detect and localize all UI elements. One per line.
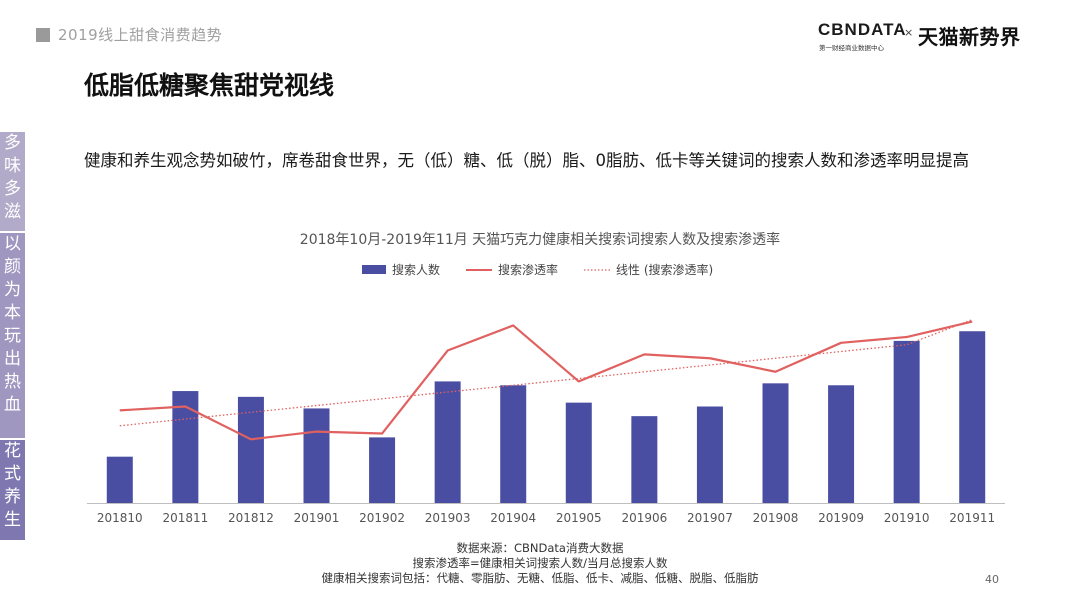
x-tick-label: 201902 [359,511,405,525]
side-banner-char: 式 [4,464,21,484]
side-banner-char: 本 [4,303,21,323]
x-tick-label: 201811 [162,511,208,525]
line-penetration-rate [119,320,973,441]
bar-search-count [565,402,592,503]
page-subtitle: 健康和养生观念势如破竹，席卷甜食世界，无（低）糖、低（脱）脂、0脂肪、低卡等关键… [84,151,969,170]
x-tick-label: 201901 [294,511,340,525]
x-tick-label: 201906 [621,511,667,525]
logo-separator: × [904,26,914,39]
bar-search-count [959,331,986,503]
x-tick-label: 201812 [228,511,274,525]
bar-search-count [369,437,396,503]
x-tick-label: 201903 [425,511,471,525]
x-tick-label: 201911 [949,511,995,525]
side-banner-char: 养 [4,487,21,507]
bar-search-count [500,385,527,503]
legend-bar-swatch [362,265,386,274]
bar-search-count [828,385,855,503]
side-banner-char: 玩 [4,326,21,346]
side-banner-char: 花 [4,441,21,461]
side-banner-char: 味 [4,156,21,176]
side-banner-3: 花 式 养 生 [0,440,25,540]
section-title: 2019线上甜食消费趋势 [58,26,223,44]
tmall-logo-text: 天猫新势界 [918,25,1021,49]
x-tick-label: 201908 [753,511,799,525]
section-marker [36,28,50,42]
side-banner-char: 多 [4,179,21,199]
side-banner-char: 滋 [4,202,21,222]
footer-keywords: 健康相关搜索词包括：代糖、零脂肪、无糖、低脂、低卡、减脂、低糖、脱脂、低脂肪 [321,571,759,585]
bar-search-count [696,406,723,503]
cbndata-logo-text: CBNDATA [818,20,907,39]
x-tick-label: 201810 [97,511,143,525]
bar-search-count [106,456,133,503]
brand-logo: CBNDATA 第一财经商业数据中心 × 天猫新势界 [818,20,1048,54]
footer-definition: 搜索渗透率=健康相关词搜索人数/当月总搜索人数 [412,556,668,570]
side-banner-char: 出 [4,349,21,369]
legend-trend-label: 线性 (搜索渗透率) [616,262,713,277]
side-banner-char: 热 [4,372,21,392]
side-banner-char: 以 [4,234,21,254]
x-tick-label: 201907 [687,511,733,525]
x-tick-label: 201905 [556,511,602,525]
x-tick-label: 201909 [818,511,864,525]
side-banner-char: 为 [4,280,21,300]
cbndata-logo-subtext: 第一财经商业数据中心 [819,44,884,52]
side-banner-1: 多 味 多 滋 [0,132,25,231]
trendline-penetration [119,319,973,427]
bar-search-count [434,381,461,503]
bar-search-count [762,383,789,503]
bar-search-count [237,396,264,503]
bar-search-count [893,340,920,503]
legend-bar-label: 搜索人数 [392,262,440,277]
chart-title: 2018年10月-2019年11月 天猫巧克力健康相关搜索词搜索人数及搜索渗透率 [300,231,780,248]
side-banner-2: 以 颜 为 本 玩 出 热 血 [0,233,25,438]
side-banner-char: 生 [4,510,21,530]
x-tick-label: 201904 [490,511,536,525]
bar-search-count [303,408,330,503]
x-tick-label: 201910 [884,511,930,525]
footer-source: 数据来源：CBNData消费大数据 [456,541,624,555]
page-title: 低脂低糖聚焦甜党视线 [84,71,335,100]
side-banner-char: 颜 [4,257,21,277]
side-banner-char: 血 [4,395,21,415]
side-banner-char: 多 [4,133,21,153]
legend-line-label: 搜索渗透率 [498,262,558,277]
bar-search-count [631,416,658,503]
page-number: 40 [985,573,999,586]
